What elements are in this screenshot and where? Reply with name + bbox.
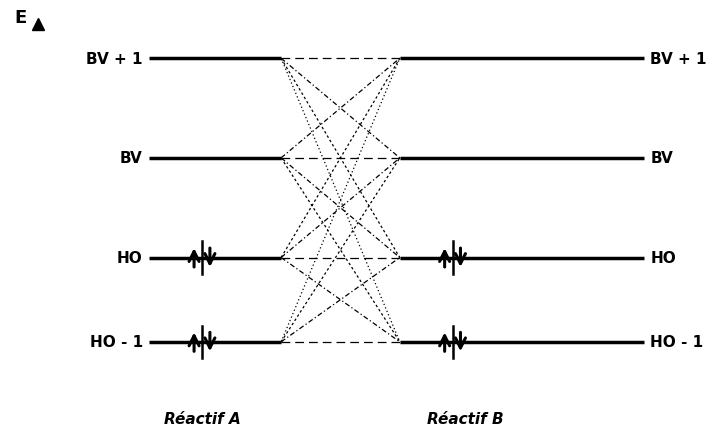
Text: BV: BV [120, 151, 143, 166]
Text: HO: HO [117, 251, 143, 265]
Text: Réactif B: Réactif B [428, 411, 504, 426]
Text: Réactif A: Réactif A [163, 411, 240, 426]
Text: E: E [14, 9, 27, 27]
Text: BV + 1: BV + 1 [650, 52, 707, 67]
Text: HO - 1: HO - 1 [89, 335, 143, 350]
Text: BV: BV [650, 151, 673, 166]
Text: HO: HO [650, 251, 676, 265]
Text: BV + 1: BV + 1 [86, 52, 143, 67]
Text: HO - 1: HO - 1 [650, 335, 703, 350]
